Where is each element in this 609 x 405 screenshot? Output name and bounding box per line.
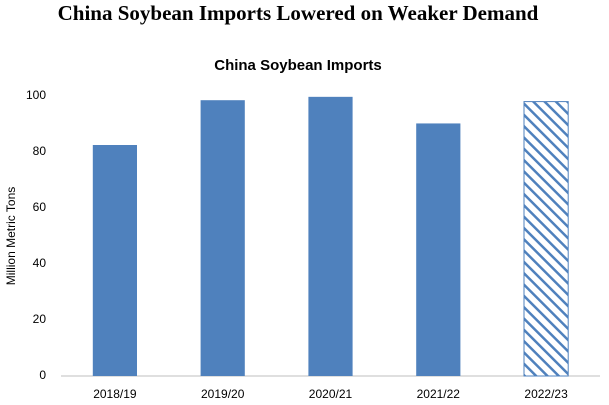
chart-title: China Soybean Imports: [214, 57, 382, 74]
bar: [308, 96, 353, 376]
page-title: China Soybean Imports Lowered on Weaker …: [58, 1, 539, 25]
x-tick-label: 2018/19: [93, 387, 137, 401]
x-tick-label: 2021/22: [417, 387, 461, 401]
x-tick-label: 2019/20: [201, 387, 245, 401]
bar: [92, 145, 137, 376]
y-tick-label: 60: [33, 200, 47, 214]
bar: [416, 123, 461, 376]
y-axis-label: Million Metric Tons: [4, 187, 18, 285]
bar: [523, 101, 569, 377]
x-tick-label: 2020/21: [309, 387, 353, 401]
y-tick-label: 100: [26, 88, 46, 102]
x-tick-label: 2022/23: [524, 387, 568, 401]
y-tick-label: 0: [39, 368, 46, 382]
y-tick-label: 40: [33, 256, 47, 270]
y-tick-label: 20: [33, 312, 47, 326]
bar: [200, 100, 245, 376]
y-tick-label: 80: [33, 144, 47, 158]
